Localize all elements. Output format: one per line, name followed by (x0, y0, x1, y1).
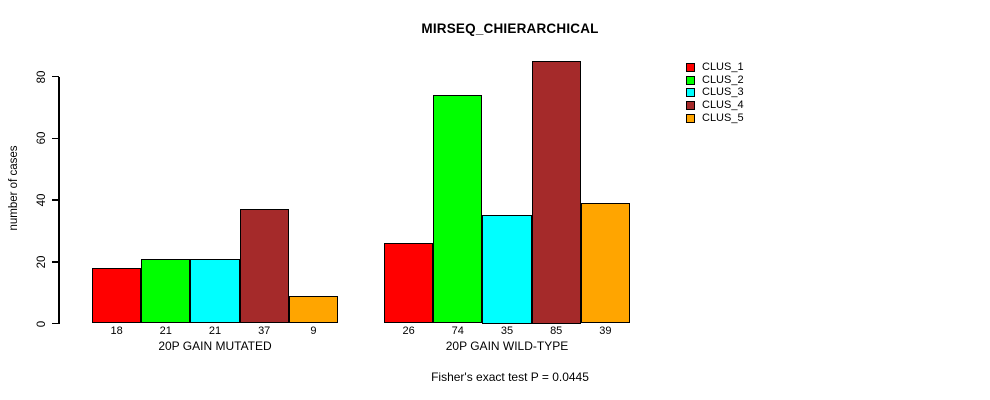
legend-label: CLUS_3 (702, 86, 744, 99)
legend-color-swatch (686, 62, 695, 72)
legend-label: CLUS_5 (702, 112, 744, 125)
y-tick-mark (52, 322, 59, 325)
bar-value-label: 74 (451, 325, 464, 337)
bar-clus_5-group2 (580, 203, 630, 324)
x-group-label: 20P GAIN WILD-TYPE (445, 339, 569, 353)
y-tick-label: 0 (36, 320, 48, 327)
y-tick-label: 60 (36, 131, 48, 145)
legend-color-swatch (686, 88, 695, 98)
y-tick-mark (52, 199, 59, 201)
bar-clus_4-group2 (531, 61, 581, 324)
bar-value-label: 26 (402, 325, 415, 337)
y-tick-mark (52, 75, 59, 78)
legend-label: CLUS_2 (702, 73, 744, 86)
y-tick-mark (52, 137, 59, 139)
y-tick-label: 40 (36, 193, 48, 207)
y-axis-line (58, 76, 60, 324)
legend: CLUS_1 CLUS_2 CLUS_3 CLUS_4 CLUS_5 (686, 61, 744, 125)
legend-color-swatch (686, 114, 695, 124)
legend-item: CLUS_4 (686, 99, 744, 112)
bar-clus_1-group2 (384, 243, 434, 324)
legend-label: CLUS_1 (702, 60, 744, 73)
legend-item: CLUS_5 (686, 112, 744, 125)
bar-value-label: 9 (310, 325, 317, 337)
bar-value-label: 18 (110, 325, 123, 337)
footnote: Fisher's exact test P = 0.0445 (431, 370, 589, 384)
bar-clus_2-group2 (433, 95, 483, 324)
legend-item: CLUS_1 (686, 61, 744, 74)
bar-clus_1-group1 (92, 267, 142, 324)
bar-clus_4-group1 (239, 209, 289, 324)
bar-value-label: 85 (550, 325, 563, 337)
x-group-label: 20P GAIN MUTATED (158, 339, 272, 353)
bar-clus_3-group2 (482, 215, 532, 324)
legend-item: CLUS_3 (686, 87, 744, 100)
y-tick-label: 20 (36, 255, 48, 269)
chart-title: MIRSEQ_CHIERARCHICAL (421, 21, 599, 36)
bar-clus_5-group1 (288, 295, 338, 324)
bar-value-label: 21 (208, 325, 222, 337)
bar-value-label: 35 (500, 325, 514, 337)
legend-color-swatch (686, 75, 695, 85)
bar-value-label: 37 (258, 325, 271, 337)
bar-clus_3-group1 (190, 258, 240, 324)
legend-item: CLUS_2 (686, 74, 744, 87)
bar-clus_2-group1 (141, 258, 191, 324)
y-tick-label: 80 (36, 70, 48, 83)
bar-value-label: 21 (159, 325, 172, 337)
legend-label: CLUS_4 (702, 99, 744, 112)
y-tick-mark (52, 261, 59, 263)
legend-color-swatch (686, 101, 695, 111)
bar-value-label: 39 (599, 325, 612, 337)
